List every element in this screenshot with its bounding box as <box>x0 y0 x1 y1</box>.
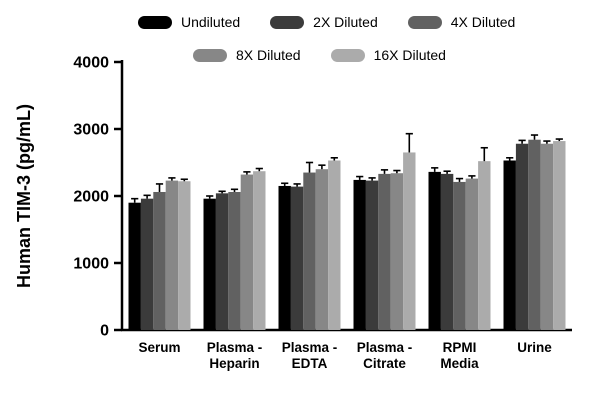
bar-8x-diluted-4 <box>465 178 479 330</box>
legend-item-4x-diluted: 4X Diluted <box>407 14 516 30</box>
y-tick-label: 0 <box>100 323 109 340</box>
legend-item-8x-diluted: 8X Diluted <box>193 47 301 63</box>
x-category-label: Media <box>440 356 479 371</box>
y-tick-label: 2000 <box>73 189 109 206</box>
bar-undiluted-1 <box>203 198 216 330</box>
legend-label: 4X Diluted <box>450 14 516 30</box>
bar-4x-diluted-4 <box>453 181 466 330</box>
legend-label: Undiluted <box>181 14 241 30</box>
legend-swatch-8x-diluted <box>193 48 227 62</box>
bar-16x-diluted-1 <box>253 171 266 330</box>
bar-16x-diluted-2 <box>328 160 341 330</box>
bar-4x-diluted-2 <box>303 172 316 330</box>
y-tick-label: 4000 <box>73 55 109 72</box>
legend-swatch-4x-diluted <box>407 15 442 29</box>
bar-2x-diluted-4 <box>440 173 454 330</box>
bar-2x-diluted-2 <box>290 186 304 330</box>
bar-undiluted-3 <box>353 179 366 330</box>
legend-swatch-2x-diluted <box>270 15 305 29</box>
x-category-label: RPMI <box>443 340 477 355</box>
x-category-label: Heparin <box>209 356 259 371</box>
bar-16x-diluted-5 <box>553 141 566 330</box>
bar-undiluted-2 <box>278 185 291 330</box>
legend-label: 16X Diluted <box>373 47 446 63</box>
legend-swatch-16x-diluted <box>330 48 365 62</box>
legend-label: 8X Diluted <box>236 47 301 63</box>
y-axis-title: Human TIM-3 (pg/mL) <box>14 104 34 288</box>
x-category-label: Urine <box>517 340 552 355</box>
bar-undiluted-5 <box>503 160 516 330</box>
x-category-label: Plasma - <box>282 340 338 355</box>
bar-4x-diluted-5 <box>528 139 541 330</box>
legend-item-undiluted: Undiluted <box>138 14 240 30</box>
bar-16x-diluted-3 <box>403 152 416 330</box>
x-category-label: Plasma - <box>357 340 413 355</box>
bar-8x-diluted-5 <box>540 143 554 330</box>
bar-16x-diluted-0 <box>178 181 191 330</box>
bar-2x-diluted-1 <box>215 193 229 330</box>
bar-4x-diluted-1 <box>228 191 241 330</box>
y-tick-label: 3000 <box>73 122 109 139</box>
x-category-label: EDTA <box>292 356 328 371</box>
bar-2x-diluted-5 <box>515 143 529 330</box>
legend-item-2x-diluted: 2X Diluted <box>270 14 378 30</box>
x-category-label: Plasma - <box>207 340 263 355</box>
chart-legend-row-1: Undiluted 2X Diluted 4X Diluted <box>138 14 515 30</box>
bar-4x-diluted-3 <box>378 173 391 330</box>
bar-8x-diluted-2 <box>315 169 329 330</box>
bar-2x-diluted-0 <box>140 198 154 330</box>
x-category-label: Citrate <box>363 356 406 371</box>
bar-8x-diluted-0 <box>165 180 179 330</box>
bar-4x-diluted-0 <box>153 191 166 330</box>
legend-item-16x-diluted: 16X Diluted <box>330 47 446 63</box>
chart-legend-row-2: 8X Diluted 16X Diluted <box>193 47 446 63</box>
legend-swatch-undiluted <box>138 15 172 29</box>
bar-undiluted-4 <box>428 171 441 330</box>
y-tick-label: 1000 <box>73 256 109 273</box>
bar-undiluted-0 <box>128 202 141 330</box>
bar-8x-diluted-1 <box>240 174 254 330</box>
bar-8x-diluted-3 <box>390 173 404 330</box>
legend-label: 2X Diluted <box>313 14 378 30</box>
x-category-label: Serum <box>138 340 180 355</box>
bar-16x-diluted-4 <box>478 161 491 330</box>
bar-2x-diluted-3 <box>365 180 379 330</box>
